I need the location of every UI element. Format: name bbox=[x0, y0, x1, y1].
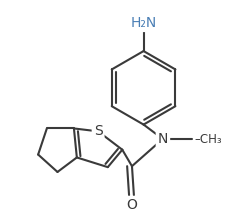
Text: H₂N: H₂N bbox=[131, 16, 157, 30]
Text: N: N bbox=[158, 132, 168, 146]
Text: –CH₃: –CH₃ bbox=[195, 133, 222, 146]
Text: O: O bbox=[127, 198, 137, 212]
Text: S: S bbox=[94, 124, 103, 138]
